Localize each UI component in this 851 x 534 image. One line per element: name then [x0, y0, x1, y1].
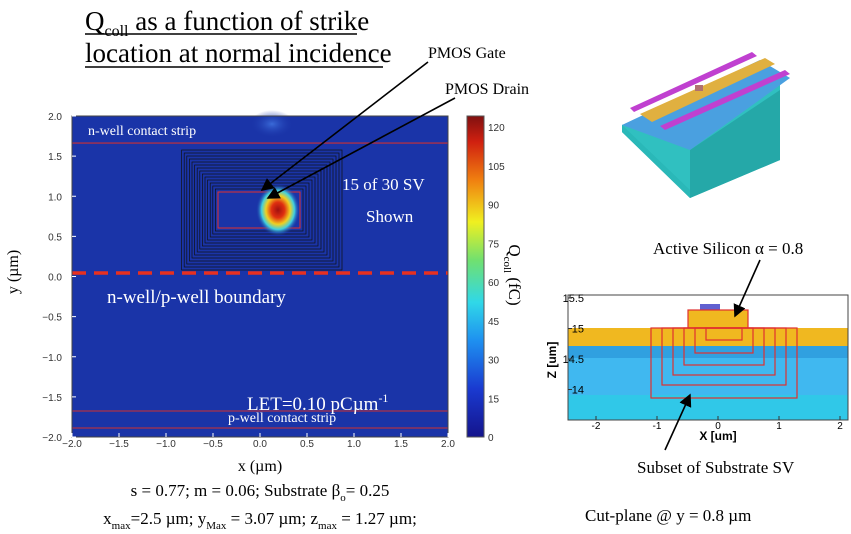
y-tick-label: 2.0	[48, 112, 62, 123]
y-tick-label: 1.0	[48, 192, 62, 203]
y-tick-label: 0.0	[48, 273, 62, 284]
y-tick-label: 14	[572, 385, 584, 397]
device-3d	[622, 52, 790, 198]
x-tick-label: 2	[837, 421, 843, 432]
colorbar-tick-label: 30	[488, 356, 500, 367]
x-tick-label: −2.0	[62, 439, 82, 450]
heatmap-field	[72, 116, 448, 437]
y-axis-label: Z [um]	[545, 342, 559, 379]
colorbar-label: Qcoll (fC)	[501, 244, 524, 305]
heatmap	[72, 110, 448, 437]
colorbar	[467, 116, 484, 437]
x-tick-label: -1	[653, 421, 662, 432]
caption: s = 0.77; m = 0.06; Substrate βo= 0.25	[131, 481, 390, 504]
y-tick-label: −0.5	[42, 313, 62, 324]
annotation: 15 of 30 SV	[342, 175, 425, 194]
annotation: n-well contact strip	[88, 124, 196, 139]
x-tick-label: −0.5	[203, 439, 223, 450]
y-tick-label: −1.0	[42, 353, 62, 364]
colorbar-tick-label: 120	[488, 123, 505, 134]
annotation: PMOS Drain	[445, 81, 529, 98]
x-tick-label: 0.0	[253, 439, 267, 450]
slide: Qcoll as a function of strike location a…	[0, 0, 851, 534]
glow	[250, 110, 294, 138]
colorbar-tick-label: 60	[488, 278, 500, 289]
colorbar-tick-label: 105	[488, 162, 505, 173]
y-tick-label: 14.5	[563, 354, 584, 366]
x-tick-label: 0	[715, 421, 721, 432]
annotation: n-well/p-well boundary	[107, 287, 286, 308]
colorbar-tick-label: 45	[488, 317, 500, 328]
y-tick-label: 15.5	[563, 293, 584, 305]
y-tick-label: 15	[572, 324, 584, 336]
annotation: Subset of Substrate SV	[637, 458, 795, 477]
x-tick-label: −1.5	[109, 439, 129, 450]
x-tick-label: 1.0	[347, 439, 361, 450]
annotation: Cut-plane @ y = 0.8 µm	[585, 506, 751, 525]
annotation: Active Silicon α = 0.8	[653, 239, 803, 258]
caption: xmax=2.5 µm; yMax = 3.07 µm; zmax = 1.27…	[103, 509, 417, 532]
y-axis-label: y (µm)	[5, 250, 22, 294]
x-tick-label: -2	[592, 421, 601, 432]
x-tick-label: −1.0	[156, 439, 176, 450]
annotation: PMOS Gate	[428, 45, 506, 62]
x-tick-label: 1	[776, 421, 782, 432]
x-tick-label: 0.5	[300, 439, 314, 450]
y-tick-label: 1.5	[48, 152, 62, 163]
arrow	[735, 260, 760, 316]
cross-section	[568, 295, 848, 420]
colorbar-tick-label: 75	[488, 239, 500, 250]
y-tick-label: −1.5	[42, 393, 62, 404]
y-tick-label: −2.0	[42, 433, 62, 444]
colorbar-tick-label: 0	[488, 433, 494, 444]
annotation: Shown	[366, 207, 414, 226]
y-tick-label: 0.5	[48, 232, 62, 243]
colorbar-tick-label: 90	[488, 201, 500, 212]
x-tick-label: 1.5	[394, 439, 408, 450]
title-line2: location at normal incidence	[85, 38, 392, 68]
annotation: p-well contact strip	[228, 411, 336, 426]
x-tick-label: 2.0	[441, 439, 455, 450]
title-line1: Qcoll as a function of strike	[85, 6, 369, 40]
x-axis-label: x (µm)	[238, 458, 282, 475]
colorbar-tick-label: 15	[488, 394, 500, 405]
